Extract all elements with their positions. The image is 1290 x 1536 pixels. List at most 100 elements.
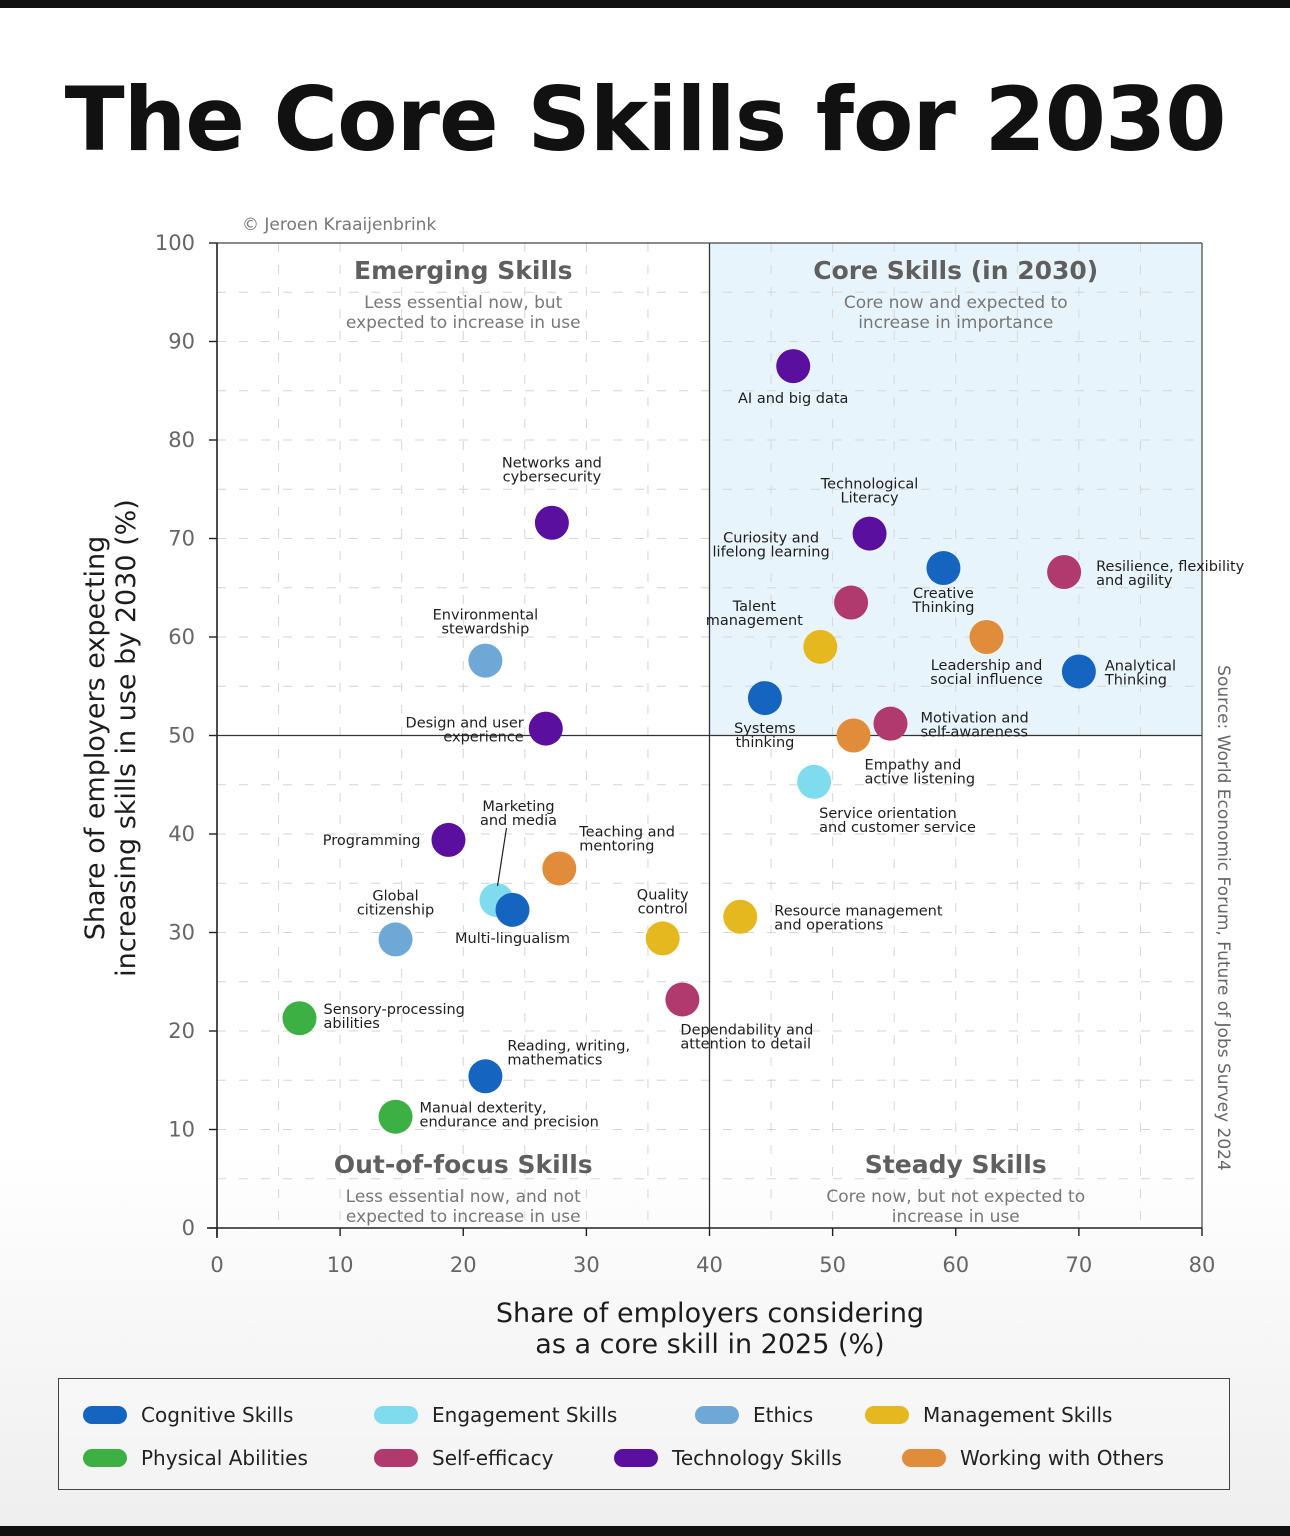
label-programming: Programming: [323, 833, 421, 849]
quadrant-title-steady: Steady Skills: [865, 1150, 1047, 1179]
quadrant-title-emerging: Emerging Skills: [354, 256, 573, 285]
point-curiosity-and-lifelong-learning: [834, 585, 869, 620]
point-creative-thinking: [926, 551, 961, 586]
point-labels: AI and big data Technological Literacy Netw…: [323, 391, 1245, 1131]
legend-item-cognitive-skills: Cognitive Skills: [83, 1403, 293, 1427]
x-tick-label: 50: [819, 1253, 846, 1277]
y-tick-label: 40: [168, 822, 195, 846]
point-multi-lingualism: [495, 892, 530, 927]
marketing-leader-line: [496, 827, 508, 887]
point-resource-management-and-operations: [723, 899, 758, 934]
legend: Cognitive Skills Engagement Skills Ethics M…: [58, 1378, 1230, 1490]
quadrant-title-out-of-focus: Out-of-focus Skills: [334, 1150, 593, 1179]
legend-label-technology-skills: Technology Skills: [672, 1446, 842, 1470]
point-service-orientation-and-customer-service: [797, 764, 832, 799]
legend-item-engagement-skills: Engagement Skills: [374, 1403, 617, 1427]
y-tick-label: 10: [168, 1118, 195, 1142]
quadrant-subtitle-core: Core now and expected to increase in impo…: [844, 293, 1068, 333]
quadrant-title-core: Core Skills (in 2030): [813, 256, 1098, 285]
x-tick-label: 60: [942, 1253, 969, 1277]
point-environmental-stewardship: [468, 643, 503, 678]
x-tick-label: 0: [210, 1253, 223, 1277]
point-technological-literacy: [852, 516, 887, 551]
point-empathy-and-active-listening: [836, 718, 871, 753]
legend-swatch-engagement-skills: [374, 1406, 418, 1424]
y-tick-label: 50: [168, 724, 195, 748]
bottom-border: [0, 1526, 1290, 1536]
chart-title: The Core Skills for 2030: [64, 68, 1227, 171]
x-tick-label: 10: [327, 1253, 354, 1277]
legend-swatch-cognitive-skills: [83, 1406, 127, 1424]
point-networks-and-cybersecurity: [534, 505, 569, 540]
axis-titles: Share of employers considering as a core …: [80, 215, 1233, 1360]
plot-frame: [207, 242, 1203, 1238]
point-dependability-and-attention-to-detail: [665, 982, 700, 1017]
legend-label-ethics: Ethics: [753, 1403, 814, 1427]
credit: © Jeroen Kraaijenbrink: [242, 215, 436, 235]
label-design-and-user-experience: Design and user experience: [406, 716, 524, 746]
label-leadership-and-social-influence: Leadership and social influence: [930, 658, 1043, 688]
y-tick-label: 70: [168, 527, 195, 551]
legend-label-management-skills: Management Skills: [923, 1403, 1113, 1427]
legend-item-physical-abilities: Physical Abilities: [83, 1446, 308, 1470]
point-global-citizenship: [378, 922, 413, 957]
x-tick-label: 20: [450, 1253, 477, 1277]
quadrant-dividers: [217, 243, 1202, 1228]
label-dependability-and-attention-to-detail: Dependability and attention to detail: [680, 1022, 813, 1052]
label-environmental-stewardship: Environmental stewardship: [433, 608, 539, 638]
y-tick-label: 90: [168, 330, 195, 354]
y-axis-title: Share of employers expectingincreasing s…: [80, 499, 142, 977]
point-ai-and-big-data: [776, 349, 811, 384]
axis-ticks: 0 10 20 30 40 50 60 70 80 0 10 20 30 40 50 60 70 80 90 100: [155, 231, 1215, 1277]
legend-swatch-ethics: [695, 1406, 739, 1424]
label-sensory-processing-abilities: Sensory-processing abilities: [323, 1002, 464, 1032]
point-programming: [431, 822, 466, 857]
y-tick-label: 60: [168, 625, 195, 649]
point-motivation-and-self-awareness: [873, 706, 908, 741]
legend-item-technology-skills: Technology Skills: [614, 1446, 842, 1470]
legend-swatch-technology-skills: [614, 1449, 658, 1467]
label-quality-control: Quality control: [637, 887, 689, 917]
quadrant-subtitle-emerging: Less essential now, but expected to incre…: [346, 293, 581, 333]
quadrant-subtitle-out-of-focus: Less essential now, and not expected to i…: [346, 1187, 582, 1227]
x-axis-title: Share of employers considering as a core …: [496, 1298, 924, 1360]
point-sensory-processing-abilities: [282, 1001, 317, 1036]
label-service-orientation-and-customer-service: Service orientation and customer service: [819, 806, 976, 836]
label-talent-management: Talent management: [706, 599, 803, 629]
point-teaching-and-mentoring: [542, 851, 577, 886]
legend-label-working-with-others: Working with Others: [960, 1446, 1164, 1470]
point-talent-management: [803, 629, 838, 664]
y-tick-label: 30: [168, 921, 195, 945]
label-motivation-and-self-awareness: Motivation and self-awareness: [920, 711, 1028, 741]
y-tick-label: 80: [168, 428, 195, 452]
label-analytical-thinking: Analytical Thinking: [1104, 658, 1176, 688]
data-points: [282, 349, 1096, 1134]
label-resilience-flexibility-and-agility: Resilience, flexibility and agility: [1096, 559, 1245, 589]
label-teaching-and-mentoring: Teaching and mentoring: [578, 824, 675, 854]
label-creative-thinking: Creative Thinking: [911, 586, 974, 616]
label-reading-writing-mathematics: Reading, writing, mathematics: [507, 1038, 630, 1068]
point-leadership-and-social-influence: [969, 620, 1004, 654]
label-systems-thinking: Systems thinking: [734, 721, 796, 751]
point-design-and-user-experience: [528, 711, 563, 746]
x-tick-label: 40: [696, 1253, 723, 1277]
label-ai-and-big-data: AI and big data: [738, 391, 848, 407]
source-note: Source: World Economic Forum, Future of …: [1213, 665, 1233, 1171]
quadrant-subtitle-steady: Core now, but not expected to increase in…: [826, 1187, 1085, 1227]
y-tick-label: 20: [168, 1019, 195, 1043]
legend-item-self-efficacy: Self-efficacy: [374, 1446, 553, 1470]
label-curiosity-and-lifelong-learning: Curiosity and lifelong learning: [713, 531, 830, 561]
point-systems-thinking: [747, 681, 782, 716]
quadrant-labels: Emerging Skills Less essential now, but ex…: [334, 256, 1098, 1227]
legend-label-engagement-skills: Engagement Skills: [432, 1403, 618, 1427]
legend-swatch-management-skills: [865, 1406, 909, 1424]
legend-swatch-working-with-others: [902, 1449, 946, 1467]
x-tick-label: 70: [1066, 1253, 1093, 1277]
legend-swatch-physical-abilities: [83, 1449, 127, 1467]
label-manual-dexterity-endurance-and-precision: Manual dexterity, endurance and precision: [420, 1101, 599, 1131]
legend-item-ethics: Ethics: [695, 1403, 813, 1427]
point-quality-control: [645, 921, 680, 956]
point-analytical-thinking: [1061, 654, 1096, 689]
legend-item-management-skills: Management Skills: [865, 1403, 1112, 1427]
label-global-citizenship: Global citizenship: [357, 888, 434, 918]
